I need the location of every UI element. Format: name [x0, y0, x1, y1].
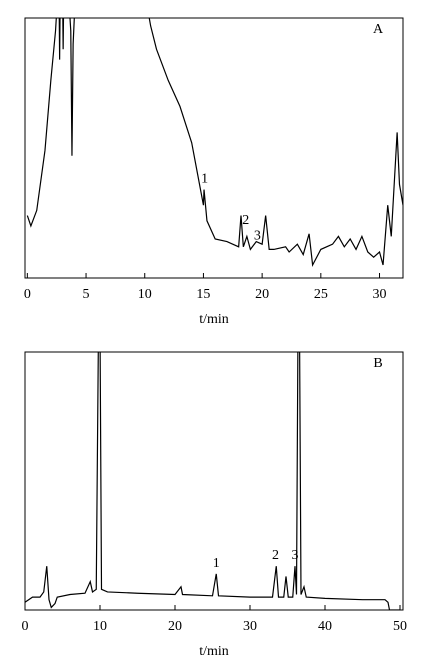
peak-label: 2: [272, 548, 279, 563]
chromatogram-line: [26, 18, 403, 268]
x-tick-label: 20: [168, 619, 182, 634]
peak-label: 3: [254, 229, 261, 244]
plot-frame: [24, 17, 404, 279]
x-axis-label: t/min: [199, 644, 229, 659]
plot-frame: [24, 351, 404, 611]
x-tick-label: 10: [93, 619, 107, 634]
peak-label: 1: [213, 556, 220, 571]
x-tick-label: 5: [83, 287, 90, 302]
x-tick-label: 30: [373, 287, 387, 302]
x-tick-label: 0: [24, 287, 31, 302]
peak-label: 3: [292, 548, 299, 563]
x-tick-label: 30: [243, 619, 257, 634]
panel-label: A: [373, 22, 384, 37]
x-tick-label: 25: [314, 287, 328, 302]
x-tick-label: 10: [138, 287, 152, 302]
x-tick-label: 40: [318, 619, 332, 634]
x-tick-label: 0: [22, 619, 29, 634]
peak-label: 2: [242, 213, 249, 228]
x-tick-label: 50: [393, 619, 407, 634]
peak-label: 1: [201, 171, 208, 186]
panel-label: B: [373, 356, 382, 371]
x-tick-label: 15: [196, 287, 210, 302]
chromatogram-line: [25, 352, 400, 610]
x-tick-label: 20: [255, 287, 269, 302]
x-axis-label: t/min: [199, 312, 229, 327]
